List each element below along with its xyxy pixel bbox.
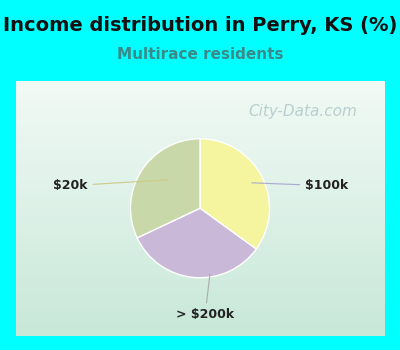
- Text: Multirace residents: Multirace residents: [117, 47, 283, 62]
- Wedge shape: [200, 139, 270, 249]
- Wedge shape: [130, 139, 200, 238]
- Wedge shape: [137, 208, 256, 278]
- Text: > $200k: > $200k: [176, 274, 234, 321]
- Text: City-Data.com: City-Data.com: [249, 104, 358, 119]
- Text: $20k: $20k: [53, 179, 166, 192]
- Text: Income distribution in Perry, KS (%): Income distribution in Perry, KS (%): [3, 16, 397, 35]
- Text: $100k: $100k: [252, 179, 348, 192]
